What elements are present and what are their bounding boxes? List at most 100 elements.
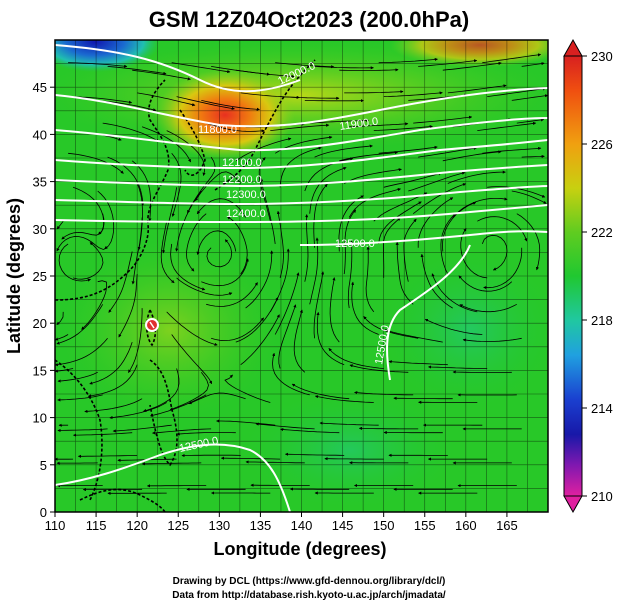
field-cyan-east xyxy=(380,250,548,410)
streamline xyxy=(55,334,69,341)
y-tick-label: 45 xyxy=(33,80,47,95)
streamline xyxy=(68,62,128,68)
streamline xyxy=(452,197,508,218)
streamline xyxy=(349,364,409,373)
streamline xyxy=(365,246,375,313)
streamline xyxy=(131,160,152,222)
streamline xyxy=(344,168,402,184)
streamline xyxy=(149,394,207,417)
streamline xyxy=(176,432,236,436)
coast-indochina xyxy=(55,359,103,501)
streamline xyxy=(57,428,108,433)
streamline xyxy=(442,201,477,252)
streamline xyxy=(56,220,64,230)
streamline xyxy=(240,314,280,366)
streamline xyxy=(516,213,541,271)
streamline xyxy=(460,227,488,279)
streamline xyxy=(97,100,157,112)
cold-anomaly xyxy=(55,40,160,72)
y-tick-label: 35 xyxy=(33,175,47,190)
colorbar-tick-label: 226 xyxy=(591,137,613,152)
streamline xyxy=(511,94,548,101)
x-axis-label: Longitude (degrees) xyxy=(213,539,386,559)
streamline xyxy=(452,370,512,374)
contour-12500-south xyxy=(55,443,291,512)
streamline xyxy=(418,146,477,158)
streamline xyxy=(270,123,330,131)
coast-borneo xyxy=(79,488,166,512)
streamline xyxy=(424,318,483,335)
coast-japan xyxy=(214,59,316,191)
streamline xyxy=(408,171,466,192)
contour-12200 xyxy=(55,164,548,188)
streamline xyxy=(304,157,354,192)
colorbar: 230 226 222 218 214 210 xyxy=(563,38,613,514)
streamline xyxy=(166,311,218,346)
y-tick-label: 25 xyxy=(33,269,47,284)
streamline xyxy=(339,151,399,162)
streamline xyxy=(347,240,354,309)
streamline xyxy=(56,236,108,252)
streamline xyxy=(348,187,402,218)
streamline xyxy=(309,118,369,124)
streamline xyxy=(418,59,478,67)
streamline xyxy=(108,251,133,313)
coast-philippines xyxy=(149,359,178,467)
contour-11900 xyxy=(55,87,548,128)
streamline xyxy=(97,190,115,250)
streamline xyxy=(420,253,453,309)
streamline xyxy=(55,338,108,367)
y-axis-label: Latitude (degrees) xyxy=(4,198,24,354)
streamline xyxy=(442,61,502,71)
streamline xyxy=(412,183,467,215)
streamline xyxy=(280,96,340,100)
streamline xyxy=(383,91,443,97)
streamline xyxy=(58,243,92,282)
contour-11800 xyxy=(55,44,301,93)
contour-label: 12200.0 xyxy=(222,174,262,186)
x-tick-label: 165 xyxy=(496,518,518,533)
streamline xyxy=(77,454,138,458)
streamline xyxy=(68,152,124,174)
streamline xyxy=(447,170,506,184)
streamline xyxy=(373,192,428,222)
streamline xyxy=(459,303,517,313)
x-tick-label: 145 xyxy=(332,518,354,533)
y-tick-label: 30 xyxy=(33,222,47,237)
streamline xyxy=(358,426,419,430)
streamline xyxy=(272,352,310,396)
streamline xyxy=(442,150,502,162)
streamline xyxy=(384,329,443,343)
streamline xyxy=(343,209,357,275)
typhoon-marker xyxy=(145,318,159,332)
streamline xyxy=(87,364,138,398)
streamline xyxy=(483,247,523,290)
streamline xyxy=(477,121,537,131)
streamline xyxy=(255,422,315,430)
streamline xyxy=(235,69,295,78)
streamline xyxy=(195,171,242,202)
contour-12500-east xyxy=(386,244,471,381)
streamline xyxy=(373,125,433,131)
streamline xyxy=(206,282,258,307)
chart-title: GSM 12Z04Oct2023 (200.0hPa) xyxy=(149,7,469,32)
streamline xyxy=(89,341,133,385)
colorbar-tick-label: 218 xyxy=(591,313,613,328)
streamline xyxy=(304,214,309,282)
streamline xyxy=(427,365,488,369)
streamline xyxy=(516,118,545,124)
streamline xyxy=(220,456,281,460)
warm-anomaly xyxy=(155,70,295,160)
streamline xyxy=(206,122,265,133)
colorbar-tick-label: 230 xyxy=(591,49,613,64)
streamline xyxy=(521,62,545,67)
streamline xyxy=(143,368,180,412)
streamline xyxy=(378,57,438,64)
streamline xyxy=(350,281,379,335)
streamline xyxy=(169,372,209,411)
contour-12500-north xyxy=(299,230,548,246)
streamline xyxy=(482,53,542,64)
streamline xyxy=(354,391,414,396)
x-tick-label: 155 xyxy=(414,518,436,533)
